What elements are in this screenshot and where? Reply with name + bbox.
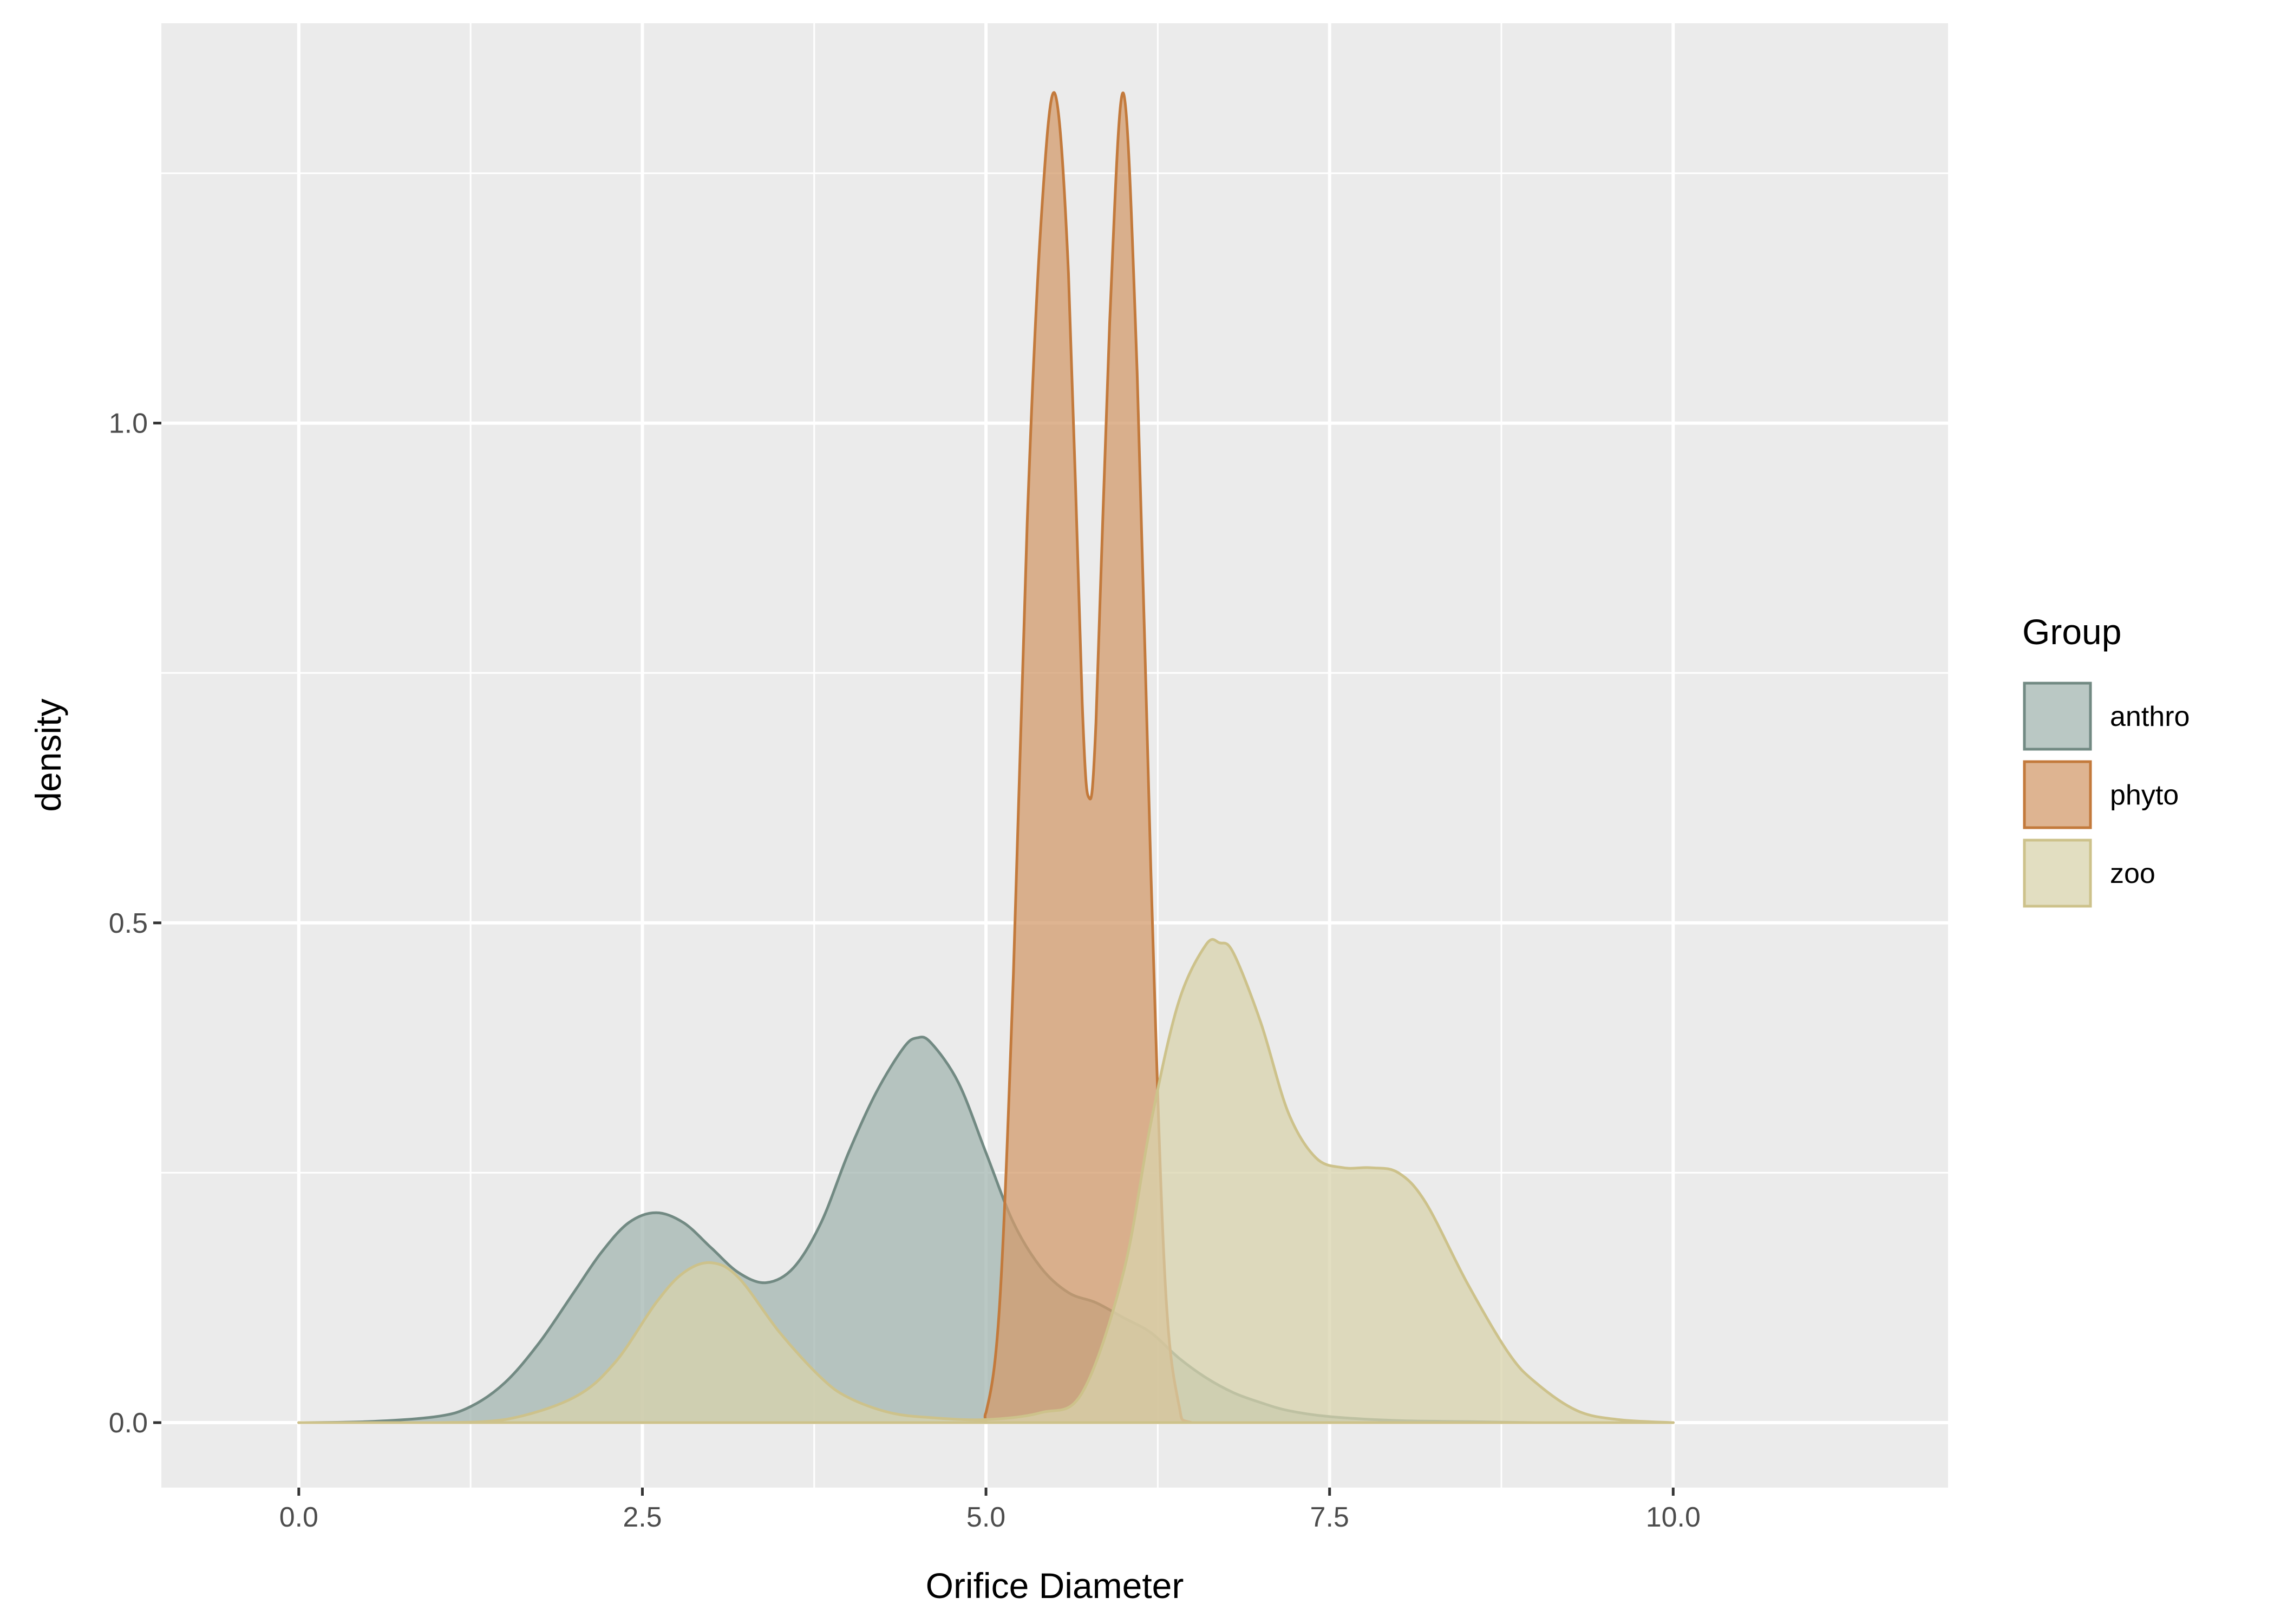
y-axis: 0.0 0.5 1.0 <box>109 408 161 1439</box>
legend-key-zoo <box>2023 839 2092 908</box>
x-tick-label: 0.0 <box>279 1502 318 1533</box>
legend-label-zoo: zoo <box>2110 858 2155 889</box>
legend: Group anthro phyto zoo <box>2022 612 2190 908</box>
y-tick-label: 0.5 <box>109 908 148 939</box>
legend-label-anthro: anthro <box>2110 701 2190 732</box>
y-tick-label: 0.0 <box>109 1407 148 1439</box>
density-area-zoo <box>297 938 1675 1424</box>
y-tick-label: 1.0 <box>109 408 148 440</box>
legend-key-anthro <box>2023 682 2092 751</box>
legend-title: Group <box>2022 612 2121 652</box>
x-axis: 0.0 2.5 5.0 7.5 10.0 <box>279 1488 1701 1533</box>
legend-items: anthro phyto zoo <box>2022 681 2190 908</box>
x-axis-title: Orifice Diameter <box>926 1566 1184 1606</box>
legend-label-phyto: phyto <box>2110 780 2179 811</box>
x-tick-label: 7.5 <box>1310 1502 1349 1533</box>
density-series <box>297 91 1675 1424</box>
legend-key-phyto <box>2023 760 2092 829</box>
x-tick-label: 2.5 <box>623 1502 662 1533</box>
x-tick-label: 5.0 <box>966 1502 1005 1533</box>
x-tick-label: 10.0 <box>1646 1502 1701 1533</box>
y-axis-title: density <box>28 698 68 811</box>
